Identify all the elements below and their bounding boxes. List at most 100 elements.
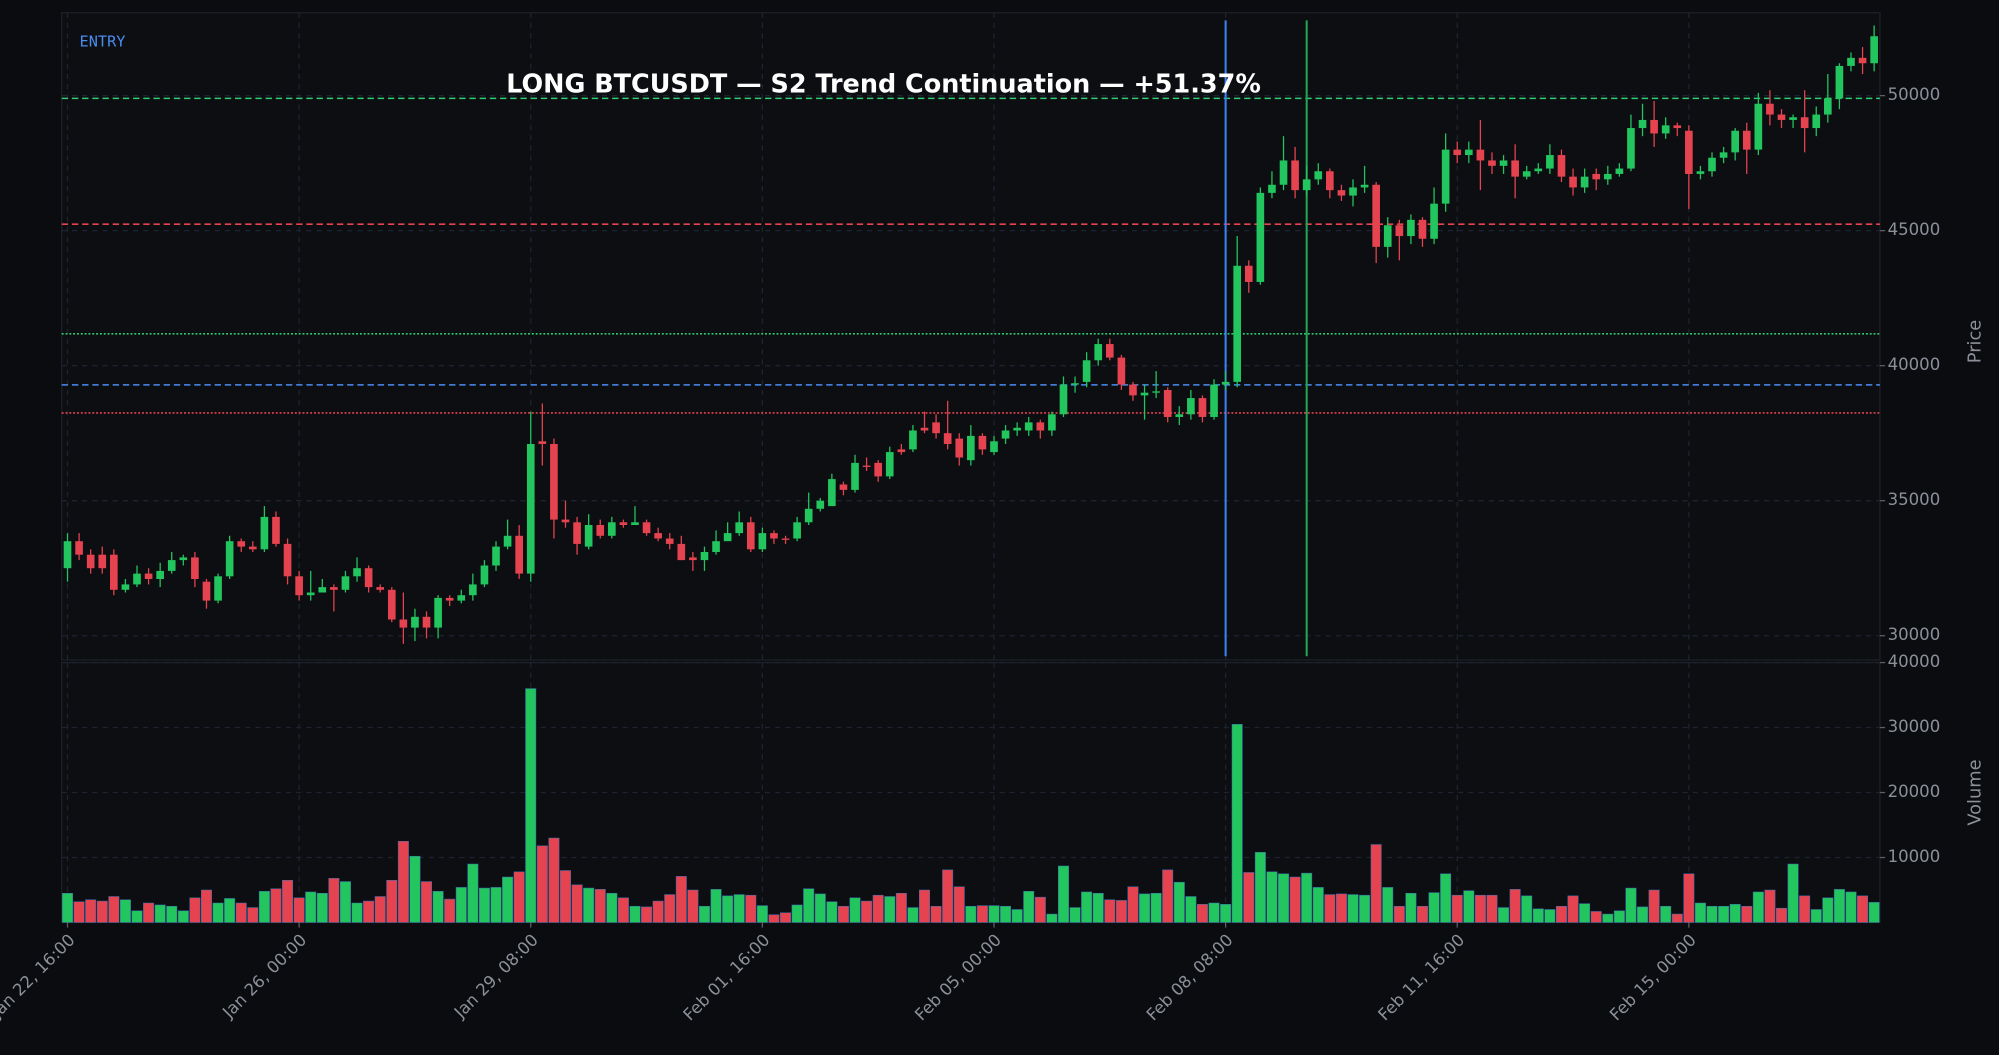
y-axis-label: Price [1965, 320, 1986, 364]
candle-body [225, 541, 234, 577]
candle-body [1789, 117, 1797, 120]
volume-bar [872, 894, 884, 923]
annotation: ENTRY [80, 33, 126, 51]
candle-body [1175, 414, 1184, 417]
volume-bar [861, 900, 873, 923]
volume-bar [664, 894, 676, 923]
volume-bar [942, 869, 954, 923]
candle-body [399, 619, 408, 628]
candle-body [712, 541, 720, 552]
candle-body [1858, 57, 1867, 64]
candle-body [897, 449, 906, 453]
candle-body [781, 538, 790, 540]
candle-body [1117, 357, 1126, 385]
volume-bar [1104, 899, 1116, 923]
volume-bar [780, 912, 792, 923]
candle-body [1372, 184, 1380, 247]
candle-body [1592, 173, 1601, 180]
candle-body [167, 560, 176, 571]
candle-body [607, 522, 616, 536]
candle-body [330, 587, 338, 590]
volume-bar [1046, 913, 1058, 923]
candle-body [1036, 422, 1045, 431]
candle-body [584, 524, 593, 547]
candle-body [469, 584, 477, 596]
candle-body [943, 433, 952, 444]
volume-bar [166, 905, 178, 923]
volume-bar [1173, 881, 1185, 923]
volume-bar [1648, 889, 1660, 923]
volume-bar [1243, 872, 1255, 923]
candle-body [804, 508, 813, 523]
volume-bar [1810, 909, 1822, 923]
candle-body [1337, 190, 1346, 196]
candle-body [1140, 392, 1149, 396]
candle-body [1441, 149, 1450, 204]
volume-tick-label: 20000 [1888, 782, 1941, 801]
candle-body [63, 541, 72, 569]
candle-body [700, 551, 709, 561]
volume-bar [490, 887, 502, 923]
candle-body [1291, 160, 1299, 191]
candle-body [492, 546, 500, 566]
volume-bar [1254, 852, 1266, 923]
volume-bar [108, 896, 120, 923]
volume-bar [1833, 889, 1845, 923]
volume-bar [397, 841, 409, 923]
volume-bar [1289, 876, 1301, 923]
candle-body [272, 516, 280, 544]
volume-bar [1208, 902, 1220, 923]
volume-bar [606, 892, 618, 923]
candle-body [1522, 171, 1531, 177]
volume-bar [1776, 907, 1787, 923]
volume-bar [351, 902, 363, 923]
candle-body [1499, 160, 1508, 166]
volume-bar [502, 876, 514, 923]
volume-bar [1822, 897, 1834, 923]
volume-bar [270, 888, 282, 923]
volume-bar [1162, 869, 1174, 923]
candle-body [619, 522, 628, 525]
candle-body [839, 484, 848, 490]
candle-body [689, 557, 697, 561]
volume-bar [722, 895, 734, 923]
candle-body [1210, 384, 1218, 417]
volume-bar [1058, 865, 1069, 923]
volume-bar [1544, 909, 1556, 923]
volume-bar [733, 894, 745, 923]
candle-body [550, 443, 558, 520]
volume-bar [131, 910, 143, 923]
volume-bar [1764, 889, 1776, 923]
candle-body [1766, 103, 1774, 115]
candle-body [1661, 125, 1670, 134]
volume-bar [1857, 895, 1869, 923]
candle-body [1708, 157, 1716, 172]
candle-body [874, 462, 883, 477]
candle-body [654, 533, 662, 539]
volume-bar [641, 906, 653, 923]
candle-body [1187, 398, 1195, 415]
volume-bar [1486, 894, 1498, 923]
volume-bar [710, 889, 722, 923]
volume-bar [965, 905, 977, 923]
candle-body [1024, 422, 1033, 431]
volume-bar [258, 891, 270, 923]
candle-body [1001, 430, 1010, 439]
candle-body [1302, 179, 1311, 191]
volume-bar [1532, 908, 1544, 923]
volume-bar [73, 901, 85, 923]
candle-body [920, 427, 929, 431]
candle-body [295, 576, 303, 596]
candle-body [1152, 391, 1160, 393]
volume-bar [1278, 873, 1289, 923]
candle-body [156, 570, 164, 580]
candle-body [1407, 219, 1415, 237]
candle-body [1326, 171, 1334, 191]
candle-body [851, 462, 859, 490]
candle-body [1476, 149, 1485, 161]
candle-body [573, 522, 581, 544]
volume-bar [803, 888, 815, 923]
volume-bar [1266, 871, 1278, 923]
